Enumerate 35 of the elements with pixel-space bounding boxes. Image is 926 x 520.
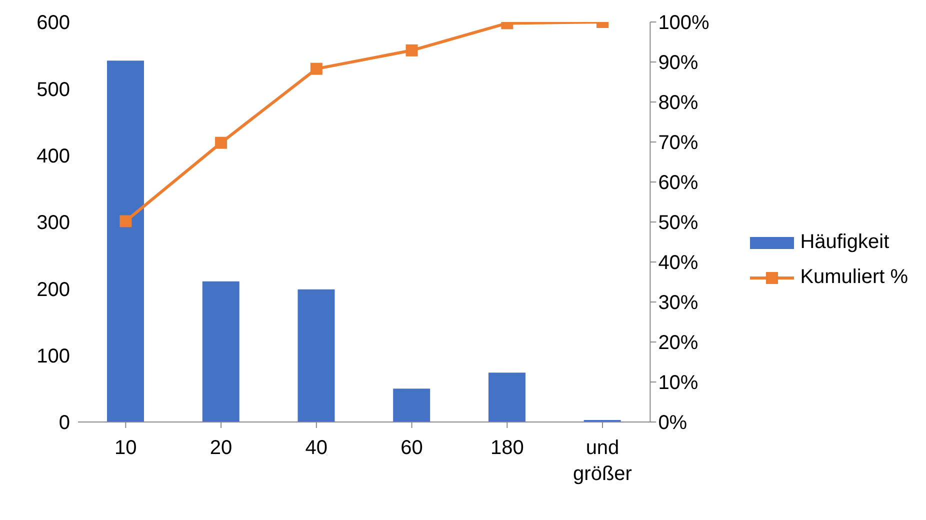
y-tick-label: 200 (36, 278, 70, 301)
x-tick-label: 40 (305, 437, 328, 459)
point (120, 215, 132, 228)
x-tick-label: 60 (400, 437, 423, 459)
bar (202, 281, 240, 422)
y2-tick-label: 10% (658, 372, 698, 394)
y-tick-label: 100 (36, 345, 70, 368)
y2-tick-label: 40% (658, 252, 698, 274)
bar (488, 372, 526, 422)
x-tick-label: 10 (114, 437, 137, 459)
x-tick-label: 180 (490, 437, 524, 459)
y-tick-label: 600 (36, 12, 70, 34)
y2-tick-label: 0% (658, 412, 688, 434)
x-tick-label: 20 (210, 437, 232, 459)
y2-tick-label: 90% (658, 52, 698, 74)
y-tick-label: 500 (36, 78, 70, 101)
y2-tick-label: 60% (658, 172, 698, 194)
bar (298, 289, 335, 422)
y2-tick-label: 100% (658, 12, 710, 34)
legend-label: Häufigkeit (800, 231, 890, 254)
legend-label: Kumuliert % (800, 266, 908, 289)
y-tick-label: 0 (58, 412, 70, 434)
bar (393, 388, 430, 422)
y-tick-label: 400 (36, 145, 70, 168)
x-tick-label: und größer (573, 437, 632, 485)
y2-tick-label: 30% (658, 292, 698, 314)
point (310, 62, 322, 75)
bar (107, 60, 144, 422)
y2-tick-label: 80% (658, 92, 698, 114)
y-tick-label: 300 (36, 212, 70, 234)
y2-tick-label: 50% (658, 212, 698, 234)
point (406, 44, 418, 56)
y2-tick-label: 20% (658, 332, 698, 354)
point (215, 136, 228, 149)
y2-tick-label: 70% (658, 132, 698, 154)
